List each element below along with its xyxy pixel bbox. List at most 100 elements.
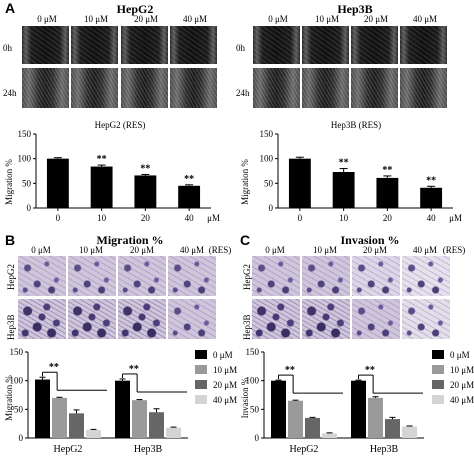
wound-image [351,26,398,64]
conc-label: 40 μM [182,14,208,24]
x-tick-label: HepG2 [54,444,83,455]
bar [376,177,399,208]
significance-label: ** [339,158,349,169]
y-tick-label: 100 [18,154,32,164]
legend-swatch [432,395,444,404]
bar [288,158,311,208]
y-tick-label: 0 [255,433,260,443]
legend-label: 10 μM [213,365,237,375]
y-axis-label: Invasion % [240,377,250,418]
transwell-image [18,256,66,296]
row-label-0h: 0h [3,43,12,53]
y-tick-label: 50 [250,404,260,414]
conc-label: 20 μM [362,245,388,255]
transwell-image [168,299,216,339]
bar [90,166,113,208]
bar [149,412,164,438]
x-tick-label: Hep3B [134,444,163,455]
transwell-image [302,256,350,296]
row-label-24h: 24h [236,88,250,98]
x-tick-label: 20 [141,213,151,223]
y-tick-label: 0 [19,433,24,443]
conc-label: 40 μM [412,14,438,24]
bar [385,419,400,438]
x-tick-label: 0 [56,213,61,223]
y-tick-label: 0 [27,203,32,213]
x-tick-label: 20 [383,213,393,223]
bar [322,433,337,438]
wound-image [351,68,398,108]
significance-label: ** [129,364,139,375]
chart-title: Hep3B (RES) [331,120,381,130]
legend-swatch [432,350,444,359]
wound-image [400,68,447,108]
transwell-image [252,299,300,339]
legend-swatch [432,365,444,374]
panel-label-a: A [5,0,16,16]
legend-label: 40 μM [213,395,237,405]
transwell-image [118,256,166,296]
x-tick-label: 10 [339,213,349,223]
conc-label: 40 μM [179,245,205,255]
x-unit-label: μM [449,213,462,223]
x-tick-label: 40 [185,213,195,223]
wound-image [302,26,349,64]
y-tick-label: 100 [260,154,274,164]
significance-label: ** [49,362,59,373]
x-tick-label: 40 [427,213,437,223]
x-tick-label: Hep3B [370,444,399,455]
wound-image [22,26,69,64]
transwell-image [252,256,300,296]
transwell-image [402,256,450,296]
bar [288,400,303,438]
bar [402,426,417,438]
legend-swatch [195,395,207,404]
conc-label: 10 μM [314,14,340,24]
panel-label-b: B [5,232,16,248]
row-label-hep3b: Hep3B [6,314,16,341]
wound-image [302,68,349,108]
bar [86,429,101,438]
significance-label: ** [365,365,375,376]
conc-label: 40 μM [412,245,438,255]
y-tick-label: 150 [260,129,274,139]
bar [368,397,383,438]
transwell-image [352,299,400,339]
wound-image [121,26,168,64]
wound-image [71,68,118,108]
legend-label: 0 μM [213,350,233,360]
panel-a-right-title: Hep3B [337,2,373,16]
conc-label: 10 μM [312,245,338,255]
chart-hep3b-migration: Hep3B (RES) Migration % 0 50 100 150 0 ** 10 **… [240,120,462,223]
panel-b-title: Migration % [96,233,164,247]
y-tick-label: 100 [10,376,24,386]
bar [69,413,84,438]
row-label-hepg2: HepG2 [242,264,252,290]
bar [35,379,50,438]
legend-label: 20 μM [213,380,237,390]
transwell-image [68,299,116,339]
wound-image [253,26,300,64]
wound-image [71,26,118,64]
transwell-image [168,256,216,296]
conc-label: 20 μM [363,14,389,24]
y-tick-label: 100 [246,376,260,386]
row-label-hepg2: HepG2 [6,264,16,290]
res-note: (RES) [442,245,466,255]
conc-label: 0 μM [37,14,57,24]
legend-swatch [432,380,444,389]
legend-swatch [195,380,207,389]
legend-swatch [195,350,207,359]
bar [46,158,69,208]
row-label-0h: 0h [236,43,245,53]
y-tick-label: 150 [246,347,260,357]
legend-label: 0 μM [450,350,470,360]
panel-c-title: Invasion % [340,233,400,247]
y-axis-label: Migration % [4,159,14,205]
panel-a-left-title: HepG2 [116,2,154,16]
bar [134,175,157,208]
significance-label: ** [382,165,392,176]
wound-image [400,26,447,64]
chart-title: HepG2 (RES) [95,120,146,130]
conc-label: 20 μM [133,14,159,24]
